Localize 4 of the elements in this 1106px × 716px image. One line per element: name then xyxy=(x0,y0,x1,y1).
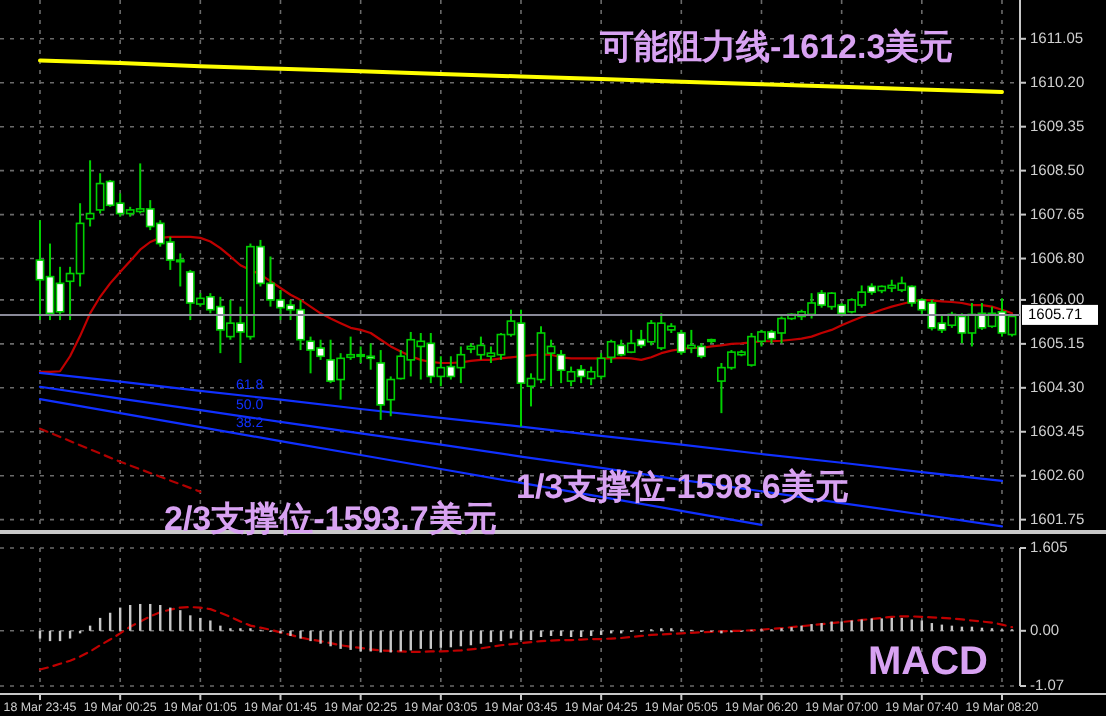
line-series xyxy=(38,605,1014,671)
text: MACD xyxy=(868,640,988,684)
annotation: 2/3支撑位-1593.7美元 xyxy=(164,500,497,538)
annotation: 可能阻力线-1612.3美元 xyxy=(598,28,954,66)
